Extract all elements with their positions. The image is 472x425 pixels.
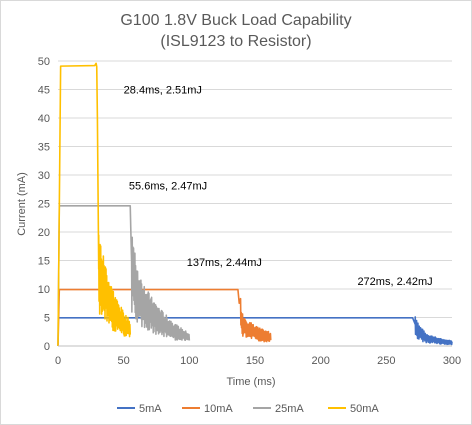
annotation-label: 137ms, 2.44mJ (187, 257, 262, 269)
x-tick-label: 300 (443, 355, 461, 367)
series-line-50mA (57, 62, 132, 347)
legend-label: 50mA (350, 403, 379, 415)
y-tick-label: 20 (38, 227, 50, 239)
y-tick-label: 5 (44, 313, 50, 325)
y-axis-title: Current (mA) (16, 172, 28, 236)
annotation-label: 55.6ms, 2.47mJ (129, 180, 207, 192)
chart-title: G100 1.8V Buck Load Capability (120, 12, 351, 29)
y-tick-label: 15 (38, 256, 50, 268)
y-tick-label: 10 (38, 284, 50, 296)
y-tick-label: 40 (38, 113, 50, 125)
y-tick-label: 30 (38, 170, 50, 182)
x-axis-title: Time (ms) (226, 376, 275, 388)
series-lines (57, 62, 453, 347)
y-tick-label: 0 (44, 341, 50, 353)
x-tick-label: 150 (246, 355, 264, 367)
x-tick-label: 0 (55, 355, 61, 367)
axes: 0 5 10 15 20 25 30 35 40 45 50 0 50 100 150 200 250 300 (38, 56, 461, 367)
legend-label: 25mA (275, 403, 304, 415)
legend: 5mA 10mA 25mA 50mA (117, 403, 379, 415)
y-tick-label: 35 (38, 142, 50, 154)
chart-subtitle: (ISL9123 to Resistor) (160, 33, 311, 50)
y-tick-label: 45 (38, 85, 50, 97)
x-tick-label: 250 (377, 355, 395, 367)
x-tick-label: 100 (180, 355, 198, 367)
annotations: 28.4ms, 2.51mJ 55.6ms, 2.47mJ 137ms, 2.44m… (124, 84, 433, 288)
annotation-label: 28.4ms, 2.51mJ (124, 84, 202, 96)
annotation-label: 272ms, 2.42mJ (357, 276, 432, 288)
x-tick-label: 200 (311, 355, 329, 367)
series-line-5mA (58, 316, 453, 346)
y-tick-label: 50 (38, 56, 50, 68)
y-tick-label: 25 (38, 199, 50, 211)
series-line-25mA (57, 204, 191, 347)
legend-label: 10mA (204, 403, 233, 415)
x-tick-label: 50 (118, 355, 130, 367)
legend-label: 5mA (139, 403, 162, 415)
series-line-10mA (57, 288, 272, 347)
